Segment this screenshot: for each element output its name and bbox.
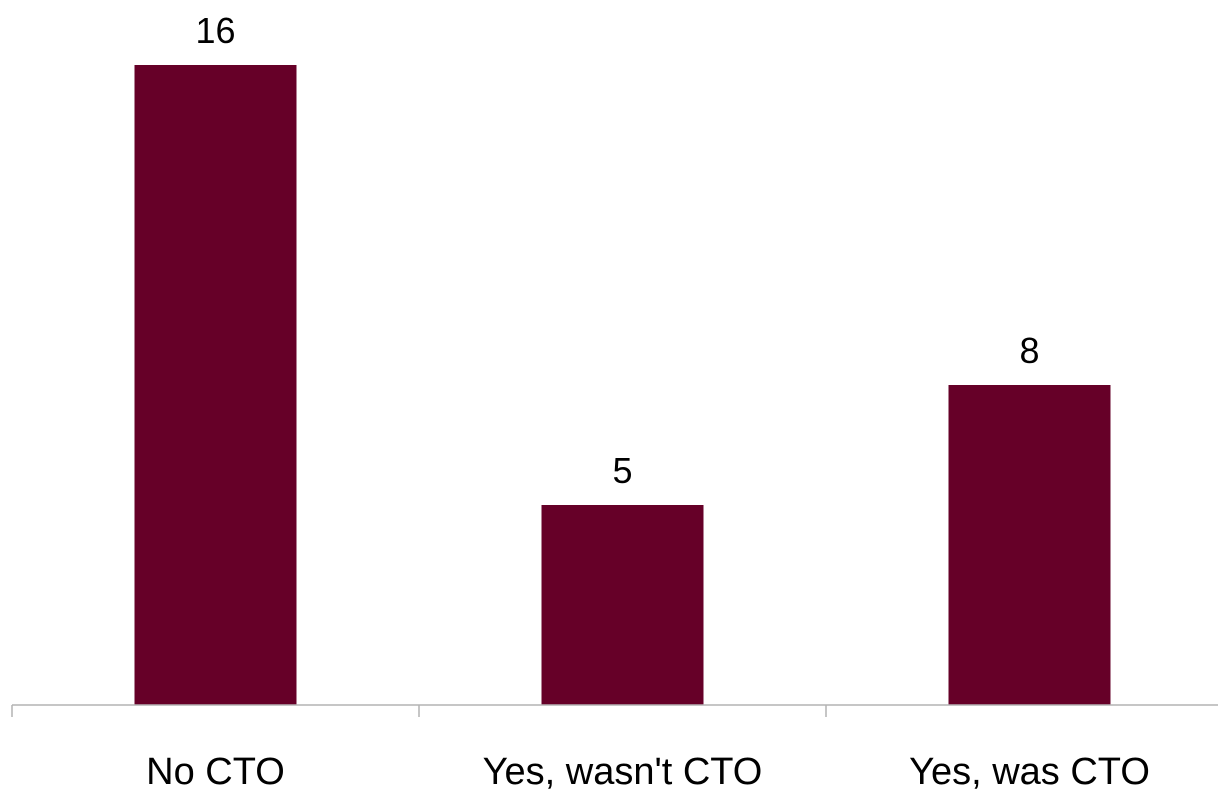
x-axis-category-label: Yes, wasn't CTO	[483, 751, 763, 791]
bar-value-label: 16	[195, 10, 235, 51]
bar-value-label: 5	[612, 450, 632, 491]
x-axis-tick-labels: No CTO Yes, wasn't CTO Yes, was CTO	[146, 751, 1150, 791]
x-axis-category-label: Yes, was CTO	[909, 751, 1150, 791]
bar-value-label: 8	[1019, 330, 1039, 371]
bar	[948, 385, 1111, 705]
x-axis-ticks	[11, 705, 827, 717]
bar	[541, 505, 704, 705]
x-axis-category-label: No CTO	[146, 751, 285, 791]
bars-group	[134, 65, 1111, 705]
bar	[134, 65, 297, 705]
